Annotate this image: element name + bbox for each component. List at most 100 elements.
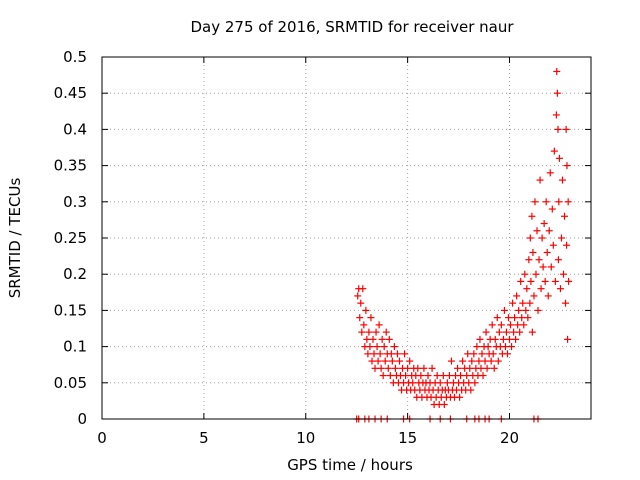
- data-point: [369, 335, 377, 343]
- x-tick-label: 10: [296, 429, 315, 447]
- data-point: [391, 364, 399, 372]
- data-point: [564, 198, 572, 206]
- data-point: [547, 263, 555, 271]
- data-point: [563, 241, 571, 249]
- data-point: [487, 357, 495, 365]
- data-point: [527, 277, 535, 285]
- data-point: [551, 277, 559, 285]
- data-point: [528, 328, 536, 336]
- data-point: [488, 321, 496, 329]
- data-point: [475, 357, 483, 365]
- data-point: [549, 241, 557, 249]
- data-point: [404, 364, 412, 372]
- data-point: [512, 335, 520, 343]
- data-point: [484, 343, 492, 351]
- data-point: [360, 321, 368, 329]
- data-point: [513, 292, 521, 300]
- data-point: [534, 306, 542, 314]
- data-point: [542, 198, 550, 206]
- data-point: [522, 306, 530, 314]
- data-point: [520, 321, 528, 329]
- data-point: [424, 372, 432, 380]
- data-point: [379, 372, 387, 380]
- data-points: [353, 67, 573, 423]
- data-point: [409, 379, 417, 387]
- y-tick-label: 0.2: [63, 265, 87, 283]
- data-point: [454, 364, 462, 372]
- data-point: [386, 372, 394, 380]
- data-point: [372, 328, 380, 336]
- data-point: [356, 314, 364, 322]
- data-point: [428, 364, 436, 372]
- data-point: [380, 343, 388, 351]
- data-point: [523, 285, 531, 293]
- y-axis: 0 0.05 0.1 0.15 0.2 0.25 0.3 0.35 0.4 0.45 0.5: [54, 48, 591, 428]
- y-tick-label: 0.35: [54, 157, 87, 175]
- data-point: [382, 328, 390, 336]
- data-point: [367, 314, 375, 322]
- data-point: [532, 270, 540, 278]
- data-point: [494, 357, 502, 365]
- chart-title: Day 275 of 2016, SRMTID for receiver nau…: [190, 18, 514, 36]
- data-point: [564, 335, 572, 343]
- data-point: [516, 328, 524, 336]
- data-point: [359, 285, 367, 293]
- data-point: [539, 263, 547, 271]
- data-point: [468, 357, 476, 365]
- data-point: [555, 198, 563, 206]
- data-point: [470, 350, 478, 358]
- data-point: [384, 364, 392, 372]
- data-point: [491, 335, 499, 343]
- data-point: [502, 328, 510, 336]
- data-point: [354, 292, 362, 300]
- data-point: [368, 357, 376, 365]
- data-point: [517, 277, 525, 285]
- data-point: [479, 372, 487, 380]
- data-point: [541, 277, 549, 285]
- data-point: [459, 357, 467, 365]
- data-point: [504, 314, 512, 322]
- data-point: [374, 357, 382, 365]
- data-point: [357, 299, 365, 307]
- data-point: [473, 343, 481, 351]
- data-point: [464, 350, 472, 358]
- data-point: [447, 357, 455, 365]
- data-point: [490, 364, 498, 372]
- data-point: [388, 357, 396, 365]
- data-point: [497, 321, 505, 329]
- data-point: [433, 372, 441, 380]
- data-point: [366, 343, 374, 351]
- data-point: [559, 270, 567, 278]
- data-point: [553, 67, 561, 75]
- data-point: [553, 89, 561, 97]
- y-tick-label: 0.25: [54, 229, 87, 247]
- data-point: [401, 350, 409, 358]
- data-point: [506, 335, 513, 343]
- data-point: [457, 372, 465, 380]
- data-point: [558, 176, 566, 184]
- data-point: [530, 292, 538, 300]
- data-point: [518, 314, 526, 322]
- data-point: [536, 176, 544, 184]
- data-point: [465, 379, 473, 387]
- data-point: [406, 357, 414, 365]
- data-point: [554, 256, 562, 264]
- data-point: [561, 212, 569, 220]
- data-point: [555, 154, 563, 162]
- data-point: [495, 328, 503, 336]
- data-point: [511, 314, 519, 322]
- data-point: [548, 205, 556, 213]
- data-point: [402, 372, 410, 380]
- grid-lines: [102, 57, 591, 419]
- data-point: [489, 350, 497, 358]
- data-point: [526, 234, 534, 242]
- y-tick-label: 0.05: [54, 374, 87, 392]
- data-point: [373, 343, 381, 351]
- data-point: [510, 328, 518, 336]
- data-point: [385, 335, 393, 343]
- data-point: [436, 379, 444, 387]
- data-point: [501, 343, 509, 351]
- data-point: [443, 379, 451, 387]
- data-point: [499, 335, 507, 343]
